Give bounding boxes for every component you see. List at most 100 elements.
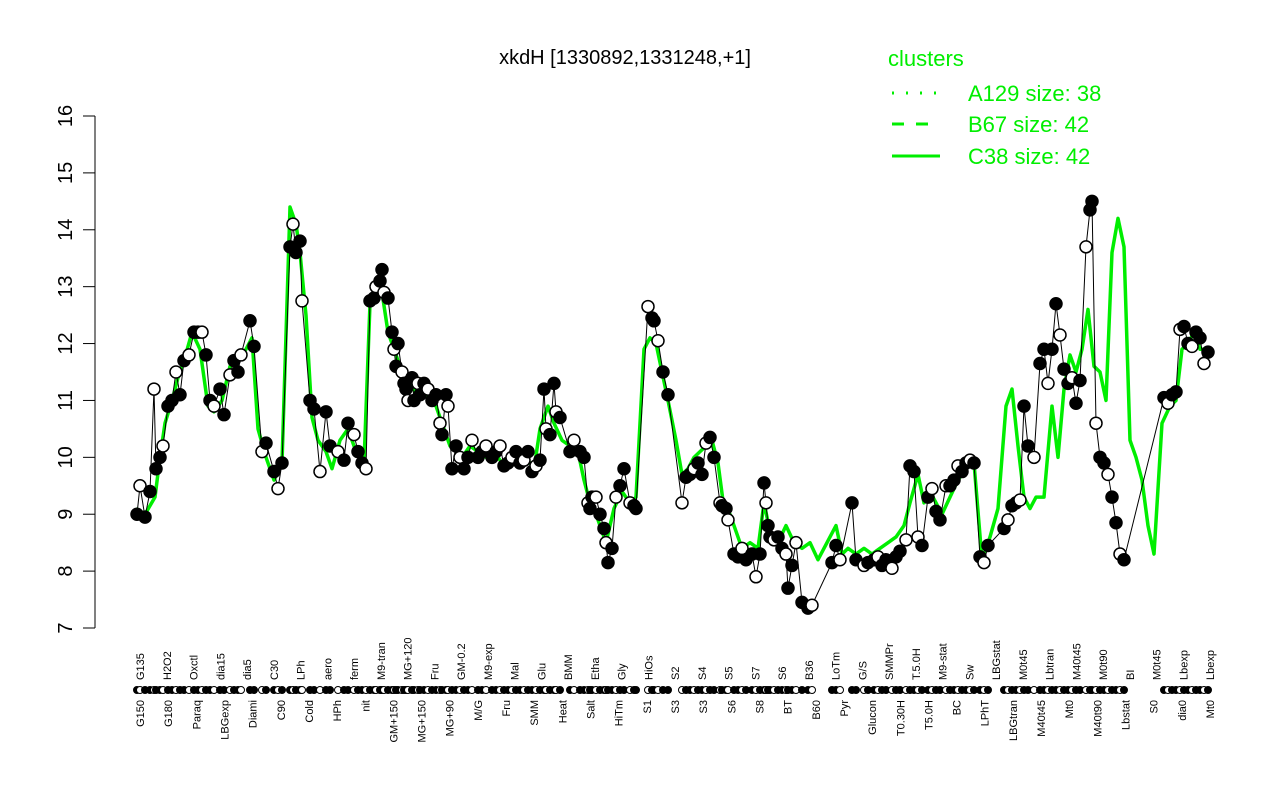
data-point	[656, 365, 670, 379]
y-tick-label: 8	[55, 566, 77, 577]
data-point	[289, 245, 303, 260]
data-point	[199, 348, 213, 362]
data-point	[629, 501, 643, 516]
data-point	[347, 427, 361, 442]
data-point	[1085, 194, 1099, 209]
data-points	[130, 194, 1215, 615]
data-point	[761, 518, 775, 533]
data-point	[899, 533, 913, 547]
data-point	[319, 405, 333, 419]
data-point	[213, 382, 227, 396]
data-point	[609, 490, 623, 504]
data-point	[833, 552, 847, 567]
y-tick-label: 10	[55, 446, 77, 468]
data-point	[195, 325, 209, 339]
x-tick-label: M40t45	[1036, 700, 1048, 737]
data-point	[182, 348, 196, 362]
x-tick-label: ferm	[349, 658, 361, 680]
x-tick-label: M9-exp	[483, 643, 495, 680]
data-point	[1001, 513, 1015, 527]
data-point	[691, 456, 705, 470]
data-point	[337, 453, 351, 467]
data-point	[845, 496, 859, 510]
data-point	[1079, 240, 1093, 254]
x-tick-label: S6	[726, 700, 738, 713]
data-point	[617, 461, 631, 476]
data-point	[381, 291, 395, 305]
data-point	[156, 439, 170, 453]
x-tick-label: S2	[670, 667, 682, 680]
x-tick-label: BC	[952, 700, 964, 715]
data-point	[1185, 339, 1199, 354]
data-point	[1089, 416, 1103, 430]
x-tick-label: M9-tran	[376, 642, 388, 680]
x-tick-label: Lbstat	[1121, 700, 1133, 730]
x-tick-label: T.5.0H	[911, 648, 923, 680]
data-point	[893, 544, 907, 558]
x-tick-label: S4	[697, 667, 709, 680]
x-tick-label: Oxctl	[189, 655, 201, 680]
data-point	[641, 299, 655, 314]
data-point	[391, 336, 405, 351]
data-point	[247, 339, 261, 354]
data-point	[789, 535, 803, 550]
data-point	[567, 433, 581, 448]
x-tick-label: Fru	[429, 664, 441, 681]
x-tick-label: M9-stat	[938, 643, 950, 680]
data-point	[885, 561, 899, 576]
x-tick-label: aero	[322, 658, 334, 680]
data-point	[445, 461, 459, 476]
x-tick-label: nit	[360, 700, 372, 712]
x-tick-label: S1	[642, 700, 654, 713]
x-tick-label: LBGstat	[991, 640, 1003, 680]
data-point	[1197, 356, 1211, 371]
x-tick-label: Mt0	[1205, 700, 1217, 718]
x-tick-label: GM-0.2	[456, 643, 468, 680]
x-tick-label: BT	[783, 700, 795, 714]
data-point	[719, 501, 733, 516]
data-point	[933, 513, 947, 527]
data-point	[675, 496, 689, 510]
x-tick-label: C30	[269, 660, 281, 680]
expression-line	[136, 201, 1209, 609]
data-point	[295, 294, 309, 308]
data-point	[1169, 385, 1183, 399]
x-tick-label: MG+90	[445, 700, 457, 736]
data-point	[1049, 296, 1063, 311]
data-point	[757, 476, 771, 490]
x-tick-label: Mt0	[1064, 700, 1076, 718]
data-point	[695, 467, 709, 482]
x-tick-label: dia15	[215, 653, 227, 680]
y-axis: 7 8 9 10 11 12 13 14 15 16	[55, 105, 96, 634]
data-point	[286, 217, 300, 231]
data-point	[1193, 331, 1207, 345]
data-point	[589, 490, 603, 504]
x-tick-label: LBGtran	[1008, 700, 1020, 741]
x-tick-label: Glu	[536, 663, 548, 680]
x-tick-label: Diami	[248, 700, 260, 728]
data-point	[1105, 490, 1119, 504]
x-tick-label: Lbtran	[1045, 649, 1057, 680]
data-point	[1097, 456, 1111, 470]
data-point	[759, 496, 773, 510]
data-point	[373, 274, 387, 288]
x-tick-label: SMM	[529, 700, 541, 726]
x-tick-label: C90	[276, 700, 288, 720]
x-axis-rug	[133, 686, 1212, 694]
data-point	[1069, 396, 1083, 411]
data-point	[1013, 493, 1027, 507]
x-tick-label: B36	[804, 660, 816, 680]
x-tick-label: LPh	[296, 660, 308, 680]
x-tick-label: S8	[754, 700, 766, 713]
x-tick-label: GM+150	[388, 700, 400, 743]
data-point	[749, 570, 763, 584]
x-tick-label: Etha	[590, 656, 602, 680]
data-point	[313, 464, 327, 479]
data-point	[1109, 516, 1123, 530]
data-point	[779, 547, 793, 561]
x-axis-labels: G135 H2O2 Oxctl dia15 dia5 C30 LPh aero ferm M9-t…	[135, 638, 1217, 743]
data-point	[947, 473, 961, 487]
data-point	[439, 388, 453, 402]
data-point	[433, 416, 447, 430]
data-point	[1017, 399, 1031, 413]
